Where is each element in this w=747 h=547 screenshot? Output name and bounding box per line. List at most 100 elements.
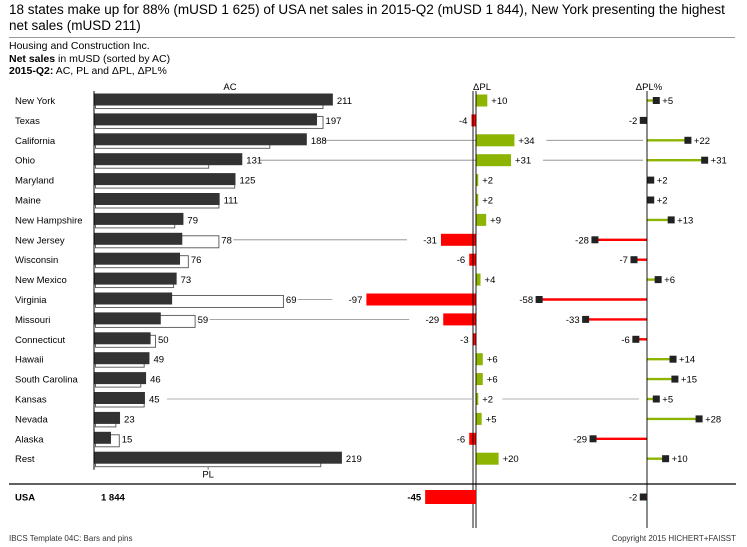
- pin-value-label: +6: [664, 275, 675, 286]
- category-label: Rest: [15, 454, 35, 465]
- delta-bar: [476, 94, 488, 107]
- delta-bar: [476, 373, 483, 386]
- delta-bar: [476, 213, 487, 226]
- delta-value-label: +31: [515, 156, 531, 167]
- footer-copyright: Copyright 2015 HICHERT+FAISST: [611, 534, 736, 543]
- delta-value-label: +4: [485, 275, 496, 286]
- actual-bar: [94, 451, 342, 464]
- actual-value-label: 49: [153, 355, 164, 366]
- pin-head: [701, 156, 709, 164]
- delta-bar: [476, 412, 482, 425]
- category-label: New Mexico: [15, 275, 67, 286]
- actual-value-label: 125: [240, 176, 256, 187]
- pin-value-label: +2: [657, 176, 668, 187]
- actual-value-label: 76: [191, 255, 202, 266]
- category-label: New York: [15, 96, 55, 107]
- period-line: 2015-Q2: AC, PL and ΔPL, ΔPL%: [9, 65, 170, 78]
- pin-head: [591, 236, 599, 244]
- actual-bar: [94, 392, 145, 404]
- pin-value-label: -58: [519, 295, 533, 306]
- pin-head: [639, 116, 647, 124]
- delta-value-label: +20: [503, 454, 519, 465]
- category-label: Maine: [15, 196, 41, 207]
- delta-value-label: -4: [459, 116, 467, 127]
- pin-value-label: +31: [711, 156, 727, 167]
- delta-value-label: +6: [487, 355, 498, 366]
- pin-value-label: -33: [566, 315, 580, 326]
- footer-template-note: IBCS Template 04C: Bars and pins: [9, 534, 133, 543]
- delta-value-label: -29: [425, 315, 439, 326]
- actual-value-label: 15: [122, 434, 133, 445]
- pin-head: [535, 296, 543, 303]
- actual-value-label: 50: [158, 335, 169, 346]
- delta-bar: [476, 174, 479, 187]
- actual-value-label: 69: [286, 295, 297, 306]
- delta-bar: [443, 313, 476, 326]
- category-label: South Carolina: [15, 375, 79, 386]
- measure-line: Net sales in mUSD (sorted by AC): [9, 53, 170, 66]
- actual-value-label: 46: [150, 375, 161, 386]
- delta-bar: [440, 233, 476, 246]
- category-label: Nevada: [15, 414, 48, 425]
- pin-value-label: +22: [694, 136, 710, 147]
- delta-value-label: +5: [486, 414, 497, 425]
- actual-value-label: 79: [187, 215, 198, 226]
- pin-head: [662, 455, 670, 463]
- actual-bar: [94, 372, 147, 385]
- pin-value-label: +15: [681, 375, 697, 386]
- column-header-ac: AC: [223, 82, 236, 93]
- actual-bar: [94, 332, 151, 345]
- actual-bar: [94, 193, 220, 205]
- actual-value-label: 111: [224, 196, 238, 207]
- column-header-dpl-pct: ΔPL%: [636, 82, 663, 93]
- total-pin-head: [639, 493, 647, 501]
- delta-bar: [476, 273, 481, 286]
- actual-value-label: 78: [221, 235, 232, 246]
- measure-rest: in mUSD (sorted by AC): [55, 52, 171, 65]
- total-label: USA: [15, 493, 35, 504]
- actual-bar: [94, 232, 183, 245]
- total-pin-value: -2: [629, 493, 637, 504]
- delta-value-label: +9: [490, 215, 501, 226]
- column-header-dpl: ΔPL: [473, 82, 491, 93]
- actual-value-label: 73: [181, 275, 192, 286]
- category-label: Ohio: [15, 156, 35, 167]
- period-rest: AC, PL and ΔPL, ΔPL%: [53, 65, 167, 77]
- delta-value-label: -97: [349, 295, 363, 306]
- pin-head: [652, 395, 660, 403]
- delta-bar: [472, 333, 476, 346]
- delta-bar: [476, 353, 483, 366]
- category-label: Kansas: [15, 395, 47, 406]
- pin-value-label: -28: [575, 235, 589, 246]
- delta-value-label: -6: [457, 434, 465, 445]
- delta-bar: [476, 154, 512, 167]
- delta-value-label: -6: [457, 255, 465, 266]
- pin-head: [695, 415, 703, 423]
- delta-bar: [366, 293, 476, 306]
- pin-head: [671, 375, 679, 383]
- category-label: California: [15, 136, 56, 147]
- actual-bar: [94, 272, 177, 285]
- actual-bar: [94, 133, 307, 146]
- category-label: Wisconsin: [15, 255, 58, 266]
- delta-bar: [471, 114, 476, 127]
- pin-head: [589, 435, 597, 443]
- category-label: Connecticut: [15, 335, 66, 346]
- headline: 18 states make up for 88% (mUSD 1 625) o…: [9, 2, 725, 33]
- actual-value-label: 131: [246, 156, 262, 167]
- total-delta-value: -45: [407, 493, 421, 504]
- actual-value-label: 188: [311, 136, 327, 147]
- actual-bar: [94, 93, 333, 106]
- actual-value-label: 197: [326, 116, 342, 127]
- pin-head: [647, 196, 655, 204]
- actual-bar: [94, 352, 150, 365]
- pin-value-label: +13: [677, 215, 693, 226]
- total-actual-value: 1 844: [101, 493, 125, 504]
- pin-head: [647, 176, 655, 184]
- category-label: Alaska: [15, 434, 44, 445]
- pin-value-label: -6: [621, 335, 629, 346]
- pin-head: [652, 97, 660, 104]
- actual-bar: [94, 173, 236, 186]
- pin-value-label: -7: [620, 255, 628, 266]
